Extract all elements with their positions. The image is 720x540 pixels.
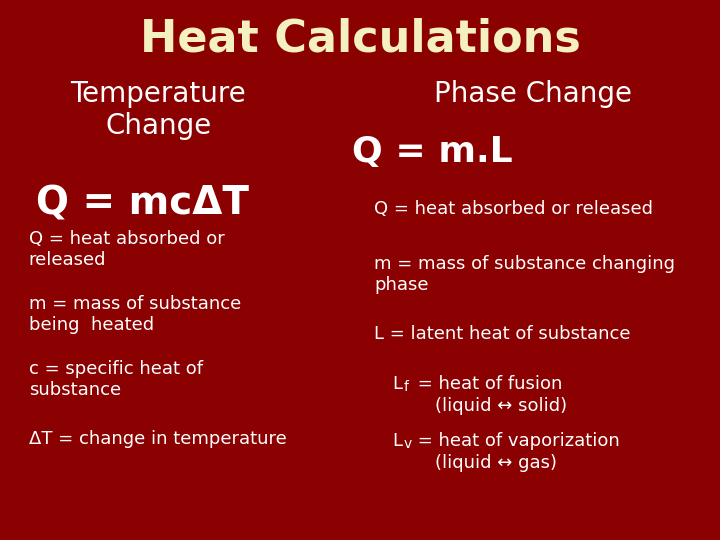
Text: ΔT = change in temperature: ΔT = change in temperature: [29, 430, 287, 448]
Text: m = mass of substance changing
phase: m = mass of substance changing phase: [374, 255, 675, 294]
Text: Temperature
Change: Temperature Change: [71, 80, 246, 140]
Text: Heat Calculations: Heat Calculations: [140, 18, 580, 61]
Text: Q = mcΔT: Q = mcΔT: [36, 185, 249, 223]
Text: L: L: [392, 432, 402, 450]
Text: = heat of vaporization: = heat of vaporization: [412, 432, 620, 450]
Text: Q = heat absorbed or
released: Q = heat absorbed or released: [29, 230, 225, 269]
Text: Q = heat absorbed or released: Q = heat absorbed or released: [374, 200, 654, 218]
Text: L: L: [392, 375, 402, 393]
Text: v: v: [403, 437, 411, 451]
Text: m = mass of substance
being  heated: m = mass of substance being heated: [29, 295, 241, 334]
Text: = heat of fusion: = heat of fusion: [412, 375, 562, 393]
Text: Q = m.L: Q = m.L: [351, 135, 513, 169]
Text: L = latent heat of substance: L = latent heat of substance: [374, 325, 631, 343]
Text: Phase Change: Phase Change: [433, 80, 632, 108]
Text: (liquid ↔ solid): (liquid ↔ solid): [412, 397, 567, 415]
Text: f: f: [403, 380, 408, 394]
Text: c = specific heat of
substance: c = specific heat of substance: [29, 360, 203, 399]
Text: (liquid ↔ gas): (liquid ↔ gas): [412, 454, 557, 472]
